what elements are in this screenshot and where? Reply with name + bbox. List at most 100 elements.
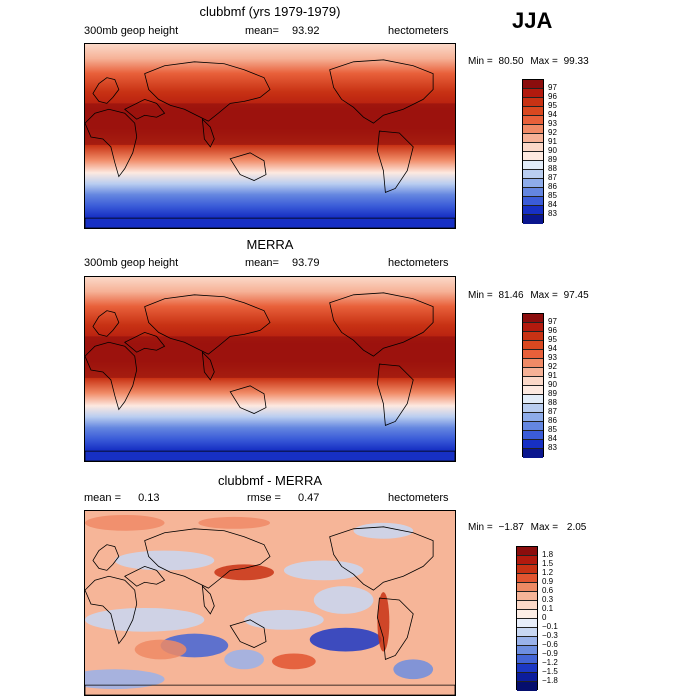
colorbar-cell: [523, 106, 543, 116]
coastline: [201, 351, 215, 381]
panel-1-colorbar: [522, 79, 544, 224]
colorbar-cell: [523, 196, 543, 206]
coastline: [85, 575, 138, 645]
colorbar-cell: [523, 385, 543, 395]
colorbar-cell: [523, 169, 543, 179]
coastline: [144, 294, 271, 355]
coastline: [229, 152, 267, 181]
colorbar-cell: [523, 430, 543, 440]
panel-3-rmse-label: rmse =: [247, 492, 281, 504]
colorbar-tick-label: 84: [548, 200, 557, 209]
panel-3-colorbar: [516, 546, 538, 691]
panel-3-mean-value: 0.13: [138, 492, 160, 504]
panel-1-title: clubbmf (yrs 1979-1979): [199, 4, 341, 19]
panel-1-map: [84, 43, 456, 229]
colorbar-tick-label: 96: [548, 92, 557, 101]
colorbar-tick-label: 92: [548, 128, 557, 137]
panel-1-field-label: 300mb geop height: [84, 25, 179, 37]
panel-3-minmax: Min = −1.87 Max = 2.05: [468, 522, 586, 533]
colorbar-cell: [523, 358, 543, 368]
panel-1-min-label: Min =: [468, 56, 493, 67]
colorbar-tick-label: 89: [548, 389, 557, 398]
colorbar-cell: [517, 654, 537, 664]
colorbar-tick-label: 95: [548, 335, 557, 344]
coastline: [377, 597, 414, 660]
field-fill: [85, 511, 455, 695]
colorbar-tick-label: −1.5: [542, 667, 558, 676]
colorbar-cell: [523, 421, 543, 431]
colorbar-tick-label: 86: [548, 182, 557, 191]
colorbar-cell: [517, 636, 537, 646]
colorbar-tick-label: 97: [548, 317, 557, 326]
coastline: [377, 363, 414, 426]
colorbar-tick-label: 90: [548, 380, 557, 389]
panel-2-minmax: Min = 81.46 Max = 97.45: [468, 290, 589, 301]
colorbar-cell: [523, 80, 543, 89]
colorbar-tick-label: 0.9: [542, 577, 554, 586]
coastline: [85, 341, 138, 411]
colorbar-tick-label: 83: [548, 209, 557, 218]
colorbar-tick-label: 90: [548, 146, 557, 155]
panel-3-title: clubbmf - MERRA: [217, 473, 323, 488]
colorbar-cell: [523, 187, 543, 197]
anomaly-region: [198, 516, 270, 529]
max-band: [85, 336, 455, 378]
panel-1-units: hectometers: [388, 25, 449, 37]
colorbar-cell: [517, 645, 537, 655]
coastline: [229, 385, 267, 414]
anomaly-region: [224, 649, 265, 670]
anomaly-region: [283, 560, 364, 581]
coastline: [144, 61, 271, 122]
panel-3-map: [84, 510, 456, 696]
panel-3-mean-label: mean =: [84, 492, 121, 504]
colorbar-cell: [517, 555, 537, 565]
colorbar-cell: [523, 403, 543, 413]
colorbar-tick-label: 92: [548, 362, 557, 371]
colorbar-cell: [517, 618, 537, 628]
anomaly-region: [85, 607, 205, 632]
colorbar-tick-label: 1.2: [542, 568, 554, 577]
anomaly-region: [85, 669, 165, 690]
colorbar-cell: [523, 178, 543, 188]
coastline: [329, 59, 434, 124]
panel-3-max-label: Max =: [530, 522, 559, 533]
coastline: [201, 585, 215, 615]
coastline: [85, 217, 455, 228]
colorbar-tick-label: 94: [548, 110, 557, 119]
panel-2-min-value: 81.46: [498, 290, 524, 301]
panel-2-title: MERRA: [246, 237, 294, 252]
panel-2-min-label: Min =: [468, 290, 493, 301]
colorbar-cell: [517, 600, 537, 610]
panel-3-min-label: Min =: [468, 522, 493, 533]
colorbar-tick-label: −0.3: [542, 631, 558, 640]
colorbar-tick-label: 96: [548, 326, 557, 335]
colorbar-cell: [523, 142, 543, 152]
colorbar-tick-label: −0.6: [542, 640, 558, 649]
colorbar-cell: [523, 322, 543, 332]
colorbar-tick-label: 87: [548, 407, 557, 416]
panel-1-minmax: Min = 80.50 Max = 99.33: [468, 56, 589, 67]
colorbar-cell: [523, 376, 543, 386]
anomaly-region: [377, 592, 390, 652]
colorbar-cell: [523, 160, 543, 170]
colorbar-tick-label: 87: [548, 173, 557, 182]
panel-2-field-label: 300mb geop height: [84, 257, 179, 269]
colorbar-tick-label: 0: [542, 613, 547, 622]
panel-1-mean-label: mean=: [245, 25, 279, 37]
colorbar-tick-label: −1.2: [542, 658, 558, 667]
colorbar-tick-label: 1.5: [542, 559, 554, 568]
coastline: [329, 292, 434, 357]
colorbar-cell: [523, 133, 543, 143]
anomaly-region: [214, 564, 274, 581]
colorbar-cell: [523, 205, 543, 215]
max-band: [85, 103, 455, 145]
panel-1-max-label: Max =: [530, 56, 558, 67]
colorbar-tick-label: −0.1: [542, 622, 558, 631]
coastline: [229, 619, 267, 648]
colorbar-tick-label: 97: [548, 83, 557, 92]
coastline: [144, 528, 271, 589]
colorbar-cell: [523, 448, 543, 458]
colorbar-tick-label: 85: [548, 191, 557, 200]
season-label: JJA: [512, 8, 553, 33]
panel-1-mean: mean= 93.92: [245, 25, 320, 37]
